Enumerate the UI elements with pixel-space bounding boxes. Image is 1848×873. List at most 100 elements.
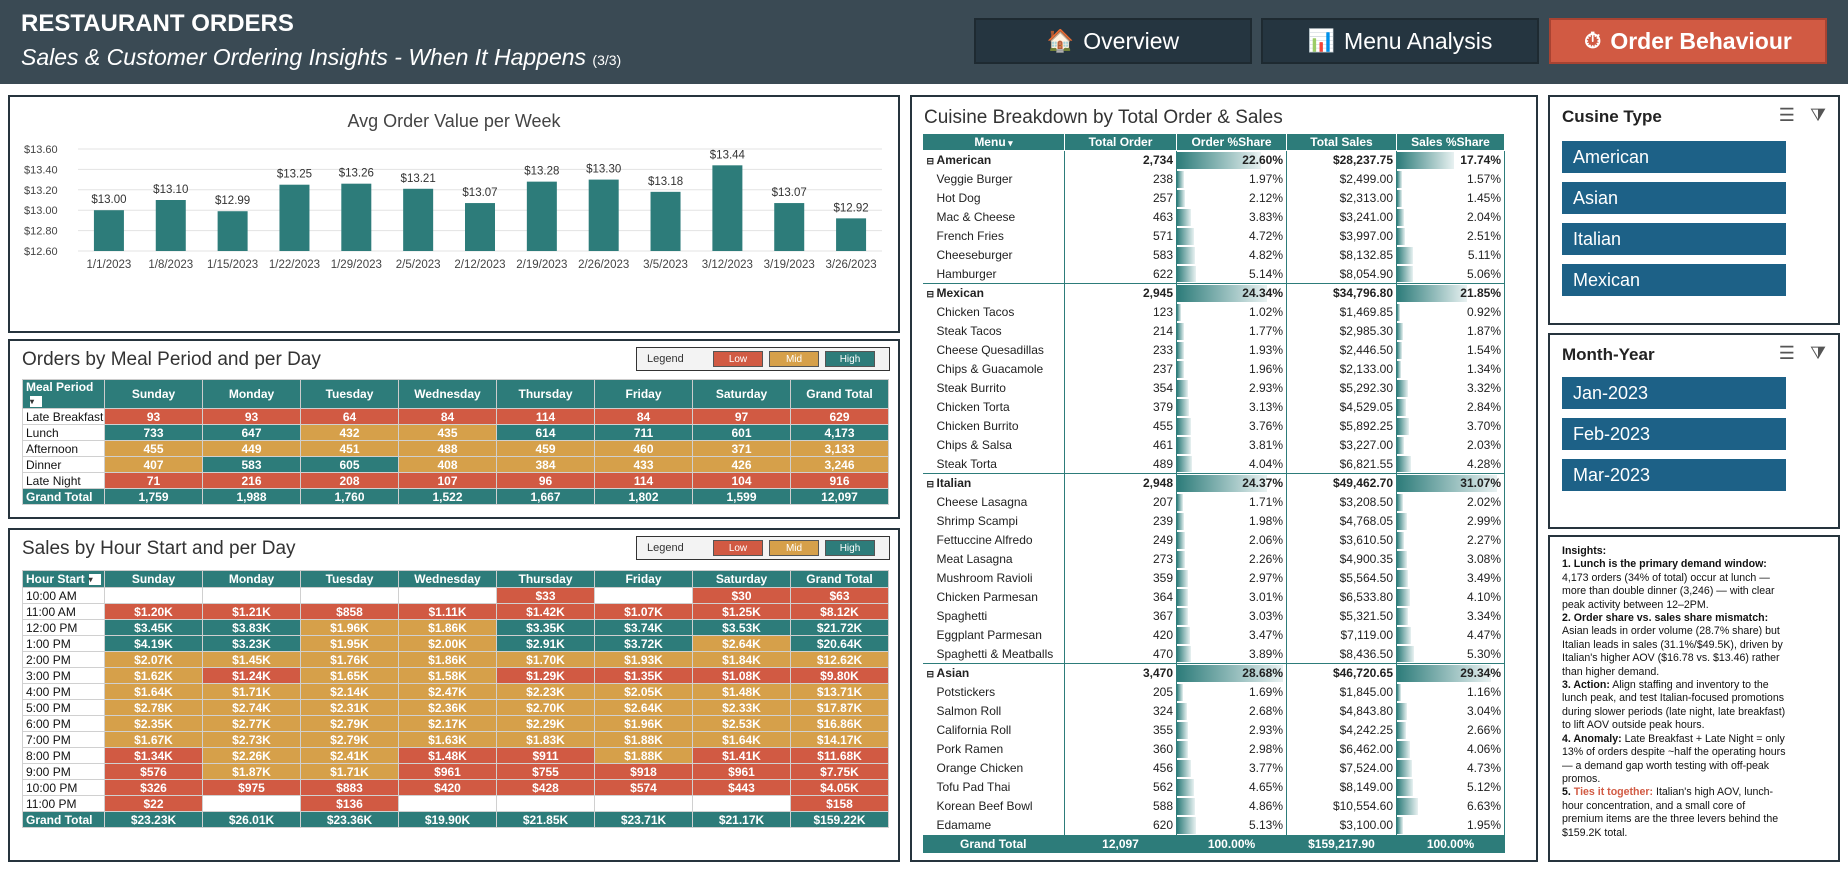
data-bar [1397,665,1492,682]
table-row: 10:00 PM $326 $975 $883 $420 $428 $574 $443 $4.0… [22,779,889,796]
multi-select-icon[interactable]: ☰ [1778,343,1795,363]
heat-cell: 711 [594,424,693,441]
sales-share-value: 3.49% [1466,571,1501,585]
total-sales-value: $1,469.85 [1339,305,1393,319]
total-sales: $2,985.30 [1286,321,1397,341]
clear-filter-icon[interactable]: ⧩ [1809,343,1826,363]
heat-cell: $158 [790,795,889,812]
total-order: 238 [1064,169,1177,189]
column-header: Total Order [1064,133,1177,151]
total-sales: $5,564.50 [1286,568,1397,588]
heat-cell: $3.53K [692,619,791,636]
heat-cell: $14.17K [790,731,889,748]
heat-cell: $3.72K [594,635,693,652]
slicer-item-mar-2023[interactable]: Mar-2023 [1562,459,1786,491]
menu-name-label: Fettuccine Alfredo [936,533,1033,547]
column-header: Monday [202,570,301,588]
total-sales: $8,436.50 [1286,644,1397,664]
menu-name: Steak Tacos [922,321,1065,341]
order-share: 2.26% [1176,549,1287,569]
data-bar [1397,778,1414,796]
app-subtitle: Sales & Customer Ordering Insights - Whe… [21,44,621,71]
bar [465,203,495,251]
collapse-icon[interactable]: ⊟ [926,669,937,680]
slicer-item-italian[interactable]: Italian [1562,223,1786,255]
nav-order-behaviour-button[interactable]: ⏱ Order Behaviour [1549,18,1827,64]
menu-item-row: Chips & Salsa 461 3.81% $3,227.00 2.03% [922,435,1505,455]
total-sales: $1,469.85 [1286,302,1397,322]
cuisine-title: Cuisine Breakdown by Total Order & Sales [924,107,1283,128]
x-tick-label: 1/8/2023 [148,259,193,271]
total-cell: 1,667 [496,488,595,505]
filter-dropdown-icon[interactable]: ▾ [88,574,101,586]
heat-cell: $1.67K [104,731,203,748]
cuisine-group-row[interactable]: ⊟ Asian 3,470 28.68% $46,720.65 29.34% [922,663,1505,683]
total-sales-value: $2,313.00 [1339,191,1393,205]
sales-share-value: 4.10% [1466,590,1501,604]
sales-share-value: 5.06% [1466,266,1501,281]
column-header[interactable]: Hour Start ▾ [22,570,105,588]
nav-menu-analysis-button[interactable]: 📊 Menu Analysis [1261,18,1539,64]
sales-share: 17.74% [1396,150,1505,170]
sales-share-value: 31.07% [1460,476,1501,491]
column-header: Wednesday [398,570,497,588]
menu-name: Chicken Torta [922,397,1065,417]
hour-sales-title: Sales by Hour Start and per Day [22,538,296,559]
order-share: 2.93% [1176,378,1287,398]
data-bar [1177,607,1189,625]
menu-item-row: Hamburger 622 5.14% $8,054.90 5.06% [922,264,1505,284]
order-share-value: 28.68% [1242,666,1283,681]
sales-share: 6.63% [1396,796,1505,816]
slicer-item-mexican[interactable]: Mexican [1562,264,1786,296]
data-bar [1397,607,1408,625]
cuisine-group-row[interactable]: ⊟ Italian 2,948 24.37% $49,462.70 31.07% [922,473,1505,493]
bar [155,200,186,251]
data-bar [1177,683,1184,701]
column-header[interactable]: Meal Period ▾ [22,379,105,409]
slicer-item-jan-2023[interactable]: Jan-2023 [1562,377,1786,409]
order-share-value: 1.69% [1248,685,1283,699]
total-order: 364 [1064,587,1177,607]
total-order-value: 214 [1152,324,1173,338]
data-bar [1177,417,1191,435]
heat-cell: $3.45K [104,619,203,636]
menu-name-label: Korean Beef Bowl [936,799,1033,813]
row-label: 1:00 PM [22,635,105,652]
insight-lead: 2. Order share vs. sales share mismatch: [1562,612,1769,625]
table-row: 5:00 PM $2.78K $2.74K $2.31K $2.36K $2.70K $2.… [22,699,889,716]
menu-name: Hot Dog [922,188,1065,208]
sales-share: 2.99% [1396,511,1505,531]
order-share: 5.13% [1176,815,1287,835]
clear-filter-icon[interactable]: ⧩ [1809,105,1826,125]
menu-name-label: Chicken Parmesan [936,590,1038,604]
y-tick-label: $13.20 [24,185,58,197]
heat-cell: $420 [398,779,497,796]
collapse-icon[interactable]: ⊟ [926,289,937,300]
heat-cell: $1.86K [398,619,497,636]
data-bar [1397,588,1411,606]
sales-share: 1.16% [1396,682,1505,702]
menu-name: Mushroom Ravioli [922,568,1065,588]
slicer-item-asian[interactable]: Asian [1562,182,1786,214]
heat-cell: $755 [496,763,595,780]
total-order-value: 207 [1152,495,1173,509]
total-order: 489 [1064,454,1177,474]
filter-dropdown-icon[interactable]: ▾ [30,396,42,408]
multi-select-icon[interactable]: ☰ [1778,105,1795,125]
heat-cell: $16.86K [790,715,889,732]
legend-mid: Mid [769,351,819,367]
collapse-icon[interactable]: ⊟ [926,156,937,167]
slicer-item-american[interactable]: American [1562,141,1786,173]
nav-overview-button[interactable]: 🏠 Overview [974,18,1252,64]
menu-name-label: Hamburger [936,266,997,281]
filter-dropdown-icon[interactable]: ▾ [1005,138,1013,148]
cuisine-group-row[interactable]: ⊟ Mexican 2,945 24.34% $34,796.80 21.85% [922,283,1505,303]
slicer-item-feb-2023[interactable]: Feb-2023 [1562,418,1786,450]
collapse-icon[interactable]: ⊟ [926,479,937,490]
cuisine-group-row[interactable]: ⊟ American 2,734 22.60% $28,237.75 17.74% [922,150,1505,170]
column-header[interactable]: Menu ▾ [922,133,1065,151]
sales-share: 1.45% [1396,188,1505,208]
insight-body: Asian leads in order volume (28.7% share… [1562,625,1783,678]
aov-bar-chart: $13.60 $13.40 $13.20 $13.00 $12.80 $12.60 $13.… [24,144,882,271]
total-order: 3,470 [1064,663,1177,683]
